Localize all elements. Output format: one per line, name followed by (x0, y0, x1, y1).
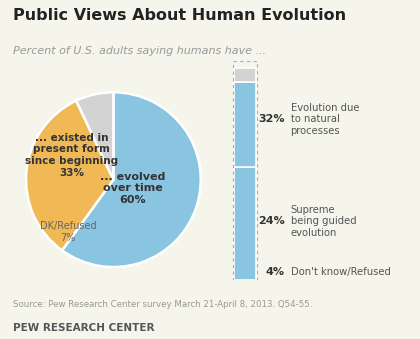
Text: 4%: 4% (265, 267, 285, 277)
Bar (234, 68, 256, 82)
Text: Percent of U.S. adults saying humans have ...: Percent of U.S. adults saying humans hav… (13, 46, 266, 56)
Text: ... evolved
over time
60%: ... evolved over time 60% (100, 172, 165, 205)
Text: 32%: 32% (258, 114, 285, 124)
Bar (234, 82, 256, 167)
Wedge shape (76, 92, 113, 180)
Wedge shape (26, 101, 113, 250)
Text: ... existed in
present form
since beginning
33%: ... existed in present form since beginn… (25, 133, 118, 178)
Text: Evolution due
to natural
processes: Evolution due to natural processes (291, 103, 359, 136)
Text: 24%: 24% (258, 216, 285, 226)
Bar (234, 167, 256, 280)
Text: Source: Pew Research Center survey March 21-April 8, 2013. Q54-55.: Source: Pew Research Center survey March… (13, 300, 312, 309)
Text: Public Views About Human Evolution: Public Views About Human Evolution (13, 8, 346, 23)
Text: Supreme
being guided
evolution: Supreme being guided evolution (291, 205, 356, 238)
Text: PEW RESEARCH CENTER: PEW RESEARCH CENTER (13, 323, 154, 333)
Wedge shape (62, 92, 201, 267)
Text: Don't know/Refused: Don't know/Refused (291, 267, 391, 277)
Text: DK/Refused
7%: DK/Refused 7% (39, 221, 96, 243)
